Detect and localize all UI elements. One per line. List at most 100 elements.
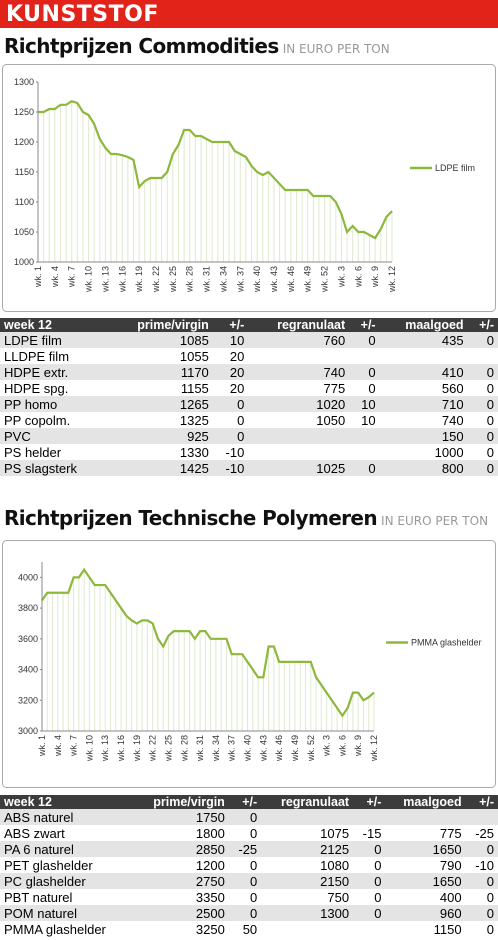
table-row: PS slagsterk 1425 -10 1025 0 800 0 [0,460,498,476]
x-tick-label: wk. 12 [387,266,397,293]
table-cell: 0 [212,396,249,412]
table-cell: 1155 [180,380,209,396]
table-cell: PP homo [0,396,108,412]
empty-cell [380,348,468,364]
table-cell: 0 [467,396,498,412]
table-row: PMMA glashelder 3250 50 1150 0 [0,921,498,937]
table-cell: 1085 [107,332,213,348]
x-tick-label: wk. 9 [353,735,363,757]
legend-label: PMMA glashelder [411,638,482,648]
x-tick-label: wk. 4 [50,266,60,288]
table-cell: 0 [467,364,498,380]
empty-cell [349,428,380,444]
table-row: PS helder 1330 -10 1000 0 [0,444,498,460]
table-cell: 10 [212,332,249,348]
table-cell: 1325 [179,412,209,428]
table-cell: -25 [228,841,262,857]
x-tick-label: wk. 25 [168,266,178,293]
table-cell: 20 [229,380,245,396]
table-cell: 1025 [248,460,350,476]
table-row: ABS naturel 1750 0 [0,809,498,825]
table-cell: 0 [467,428,498,444]
empty-cell [349,444,379,460]
x-tick-label: wk. 16 [116,735,126,762]
empty-cell [465,809,498,825]
table-cell: PET glashelder [4,857,93,873]
table-cell: 410 [379,364,468,380]
column-header: regranulaat [248,318,350,332]
table-cell: -15 [362,825,382,841]
header-bar: KUNSTSTOF [0,0,498,28]
table-cell: 1750 [132,809,229,825]
table-cell: -10 [225,444,245,460]
table-cell: 0 [486,444,494,460]
table-cell: 0 [374,889,382,905]
table-cell: PA 6 naturel [0,841,133,857]
table-row: HDPE spg. 1155 20 775 0 560 0 [0,380,498,396]
x-tick-label: wk. 6 [337,735,347,757]
table-cell: 0 [353,841,386,857]
table-cell: 0 [368,380,376,396]
column-header: week 12 [0,318,108,332]
table-cell: 1330 [179,444,209,460]
table-row: PBT naturel 3350 0 750 0 400 0 [0,889,498,905]
table-cell: 2850 [132,841,229,857]
table-cell: 710 [379,396,468,412]
table-cell: 3350 [195,889,225,905]
x-tick-label: wk. 25 [163,735,173,762]
column-header: +/- [228,795,262,809]
y-tick-label: 3800 [18,603,38,613]
x-tick-label: wk. 6 [353,266,363,288]
table-cell: 0 [228,905,262,921]
table-cell: 0 [349,364,380,380]
table-cell: 20 [212,364,249,380]
x-tick-label: wk. 7 [69,735,79,757]
header-row: week 12 prime/virgin +/- regranulaat +/- maal… [0,318,498,332]
x-tick-label: wk. 10 [84,266,94,293]
table-cell: 1050 [316,412,346,428]
x-tick-label: wk. 34 [211,735,221,762]
table-cell: 1200 [195,857,225,873]
table-cell: 2750 [132,873,229,889]
table-cell: 1650 [385,873,466,889]
table-row: PC glashelder 2750 0 2150 0 1650 0 [0,873,498,889]
table-cell: 960 [385,905,466,921]
series-line [38,99,393,240]
table-row: HDPE extr. 1170 20 740 0 410 0 [0,364,498,380]
table-cell: ABS naturel [0,809,133,825]
y-tick-label: 1100 [15,197,34,207]
empty-cell [468,348,498,364]
x-tick-label: wk. 22 [148,735,158,762]
y-tick-label: 1300 [14,77,34,87]
x-tick-label: wk. 40 [243,735,253,762]
title-text: Richtprijzen Technische Polymeren [4,506,378,530]
table-row: LDPE film 1085 10 760 0 435 0 [0,332,498,348]
x-tick-label: wk. 1 [33,266,43,288]
y-tick-label: 1200 [14,137,34,147]
table-row: POM naturel 2500 0 1300 0 960 0 [0,905,498,921]
x-tick-label: wk. 7 [67,266,77,288]
x-tick-label: wk. 12 [369,735,379,762]
x-tick-label: wk. 37 [235,266,245,293]
x-tick-label: wk. 19 [134,266,144,293]
table-cell: 0 [486,889,494,905]
table-cell: 400 [439,889,462,905]
y-tick-label: 1000 [14,257,34,267]
table-cell: 0 [486,380,494,396]
table-cell: 0 [228,873,262,889]
table-cell: PBT naturel [4,889,73,905]
table-cell: 0 [228,809,262,825]
table-row: PP homo 1265 0 1020 10 710 0 [0,396,498,412]
column-header: maalgoed [385,795,466,809]
x-tick-label: wk. 31 [195,735,205,762]
table-cell: 10 [349,396,380,412]
table-cell: 0 [353,873,386,889]
unit: IN EURO PER TON [381,514,489,528]
table-cell: 2500 [132,905,229,921]
column-header: +/- [353,795,386,809]
border [2,64,496,312]
x-tick-label: wk. 49 [303,266,313,293]
header: KUNSTSTOF [6,2,159,27]
x-tick-label: wk. 52 [306,735,316,762]
